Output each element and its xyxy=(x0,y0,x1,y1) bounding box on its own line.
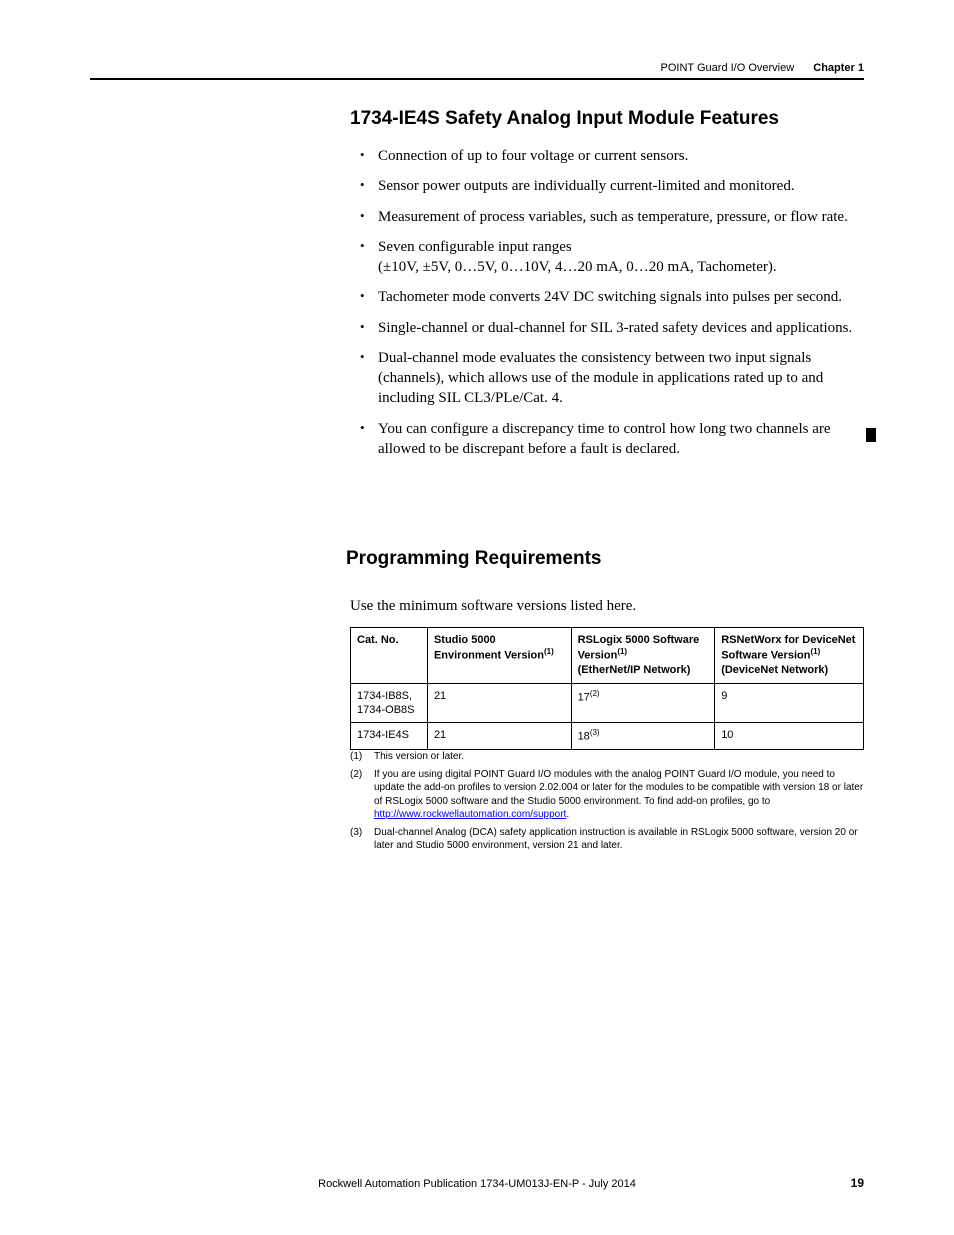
col-sup: (1) xyxy=(810,647,820,656)
footnote-text: This version or later. xyxy=(374,750,864,764)
col-header-cat: Cat. No. xyxy=(351,628,428,684)
cell-val: 17 xyxy=(578,691,590,703)
programming-intro: Use the minimum software versions listed… xyxy=(350,598,636,615)
table-row: 1734-IE4S 21 18(3) 10 xyxy=(351,723,864,750)
footnote: (2) If you are using digital POINT Guard… xyxy=(350,768,864,822)
table-header-row: Cat. No. Studio 5000 Environment Version… xyxy=(351,628,864,684)
feature-item: Sensor power outputs are individually cu… xyxy=(378,176,864,196)
section-features: 1734-IE4S Safety Analog Input Module Fea… xyxy=(350,108,864,469)
footnote-num: (3) xyxy=(350,826,374,853)
feature-item: Tachometer mode converts 24V DC switchin… xyxy=(378,287,864,307)
col-label: RSNetWorx for DeviceNet Software Version xyxy=(721,634,855,662)
cell-cat: 1734-IB8S, 1734-OB8S xyxy=(351,683,428,723)
cell-cat: 1734-IE4S xyxy=(351,723,428,750)
feature-item: Seven configurable input ranges(±10V, ±5… xyxy=(378,237,864,278)
footnote-pre: If you are using digital POINT Guard I/O… xyxy=(374,769,863,807)
features-title: 1734-IE4S Safety Analog Input Module Fea… xyxy=(350,108,864,130)
feature-text: Seven configurable input ranges(±10V, ±5… xyxy=(378,239,777,275)
features-list: Connection of up to four voltage or curr… xyxy=(350,146,864,459)
col-label: Studio 5000 Environment Version xyxy=(434,634,544,662)
requirements-table: Cat. No. Studio 5000 Environment Version… xyxy=(350,627,864,750)
col-label: Cat. No. xyxy=(357,634,399,646)
requirements-table-wrap: Cat. No. Studio 5000 Environment Version… xyxy=(350,627,864,750)
col-label: RSLogix 5000 Software Version xyxy=(578,634,700,662)
footnote-num: (2) xyxy=(350,768,374,822)
cell-studio: 21 xyxy=(427,683,571,723)
col-sub: (EtherNet/IP Network) xyxy=(578,664,691,676)
footnote: (3) Dual-channel Analog (DCA) safety app… xyxy=(350,826,864,853)
page-number: 19 xyxy=(851,1176,864,1190)
change-bar xyxy=(866,428,876,442)
footnote: (1) This version or later. xyxy=(350,750,864,764)
feature-item: Measurement of process variables, such a… xyxy=(378,207,864,227)
col-header-studio: Studio 5000 Environment Version(1) xyxy=(427,628,571,684)
footnote-post: . xyxy=(566,809,569,820)
col-header-rslogix: RSLogix 5000 Software Version(1) (EtherNe… xyxy=(571,628,715,684)
feature-item: Dual-channel mode evaluates the consiste… xyxy=(378,348,864,409)
page-header: POINT Guard I/O Overview Chapter 1 xyxy=(90,62,864,80)
feature-item: Single-channel or dual-channel for SIL 3… xyxy=(378,318,864,338)
cell-rslogix: 17(2) xyxy=(571,683,715,723)
header-chapter: Chapter 1 xyxy=(813,62,864,74)
cell-val: 18 xyxy=(578,731,590,743)
footnote-text: Dual-channel Analog (DCA) safety applica… xyxy=(374,826,864,853)
cell-rsnet: 9 xyxy=(715,683,864,723)
cell-rsnet: 10 xyxy=(715,723,864,750)
col-sup: (1) xyxy=(617,647,627,656)
feature-item: Connection of up to four voltage or curr… xyxy=(378,146,864,166)
footnote-text: If you are using digital POINT Guard I/O… xyxy=(374,768,864,822)
footnote-num: (1) xyxy=(350,750,374,764)
table-row: 1734-IB8S, 1734-OB8S 21 17(2) 9 xyxy=(351,683,864,723)
footnote-link[interactable]: http://www.rockwellautomation.com/suppor… xyxy=(374,809,566,820)
col-sub: (DeviceNet Network) xyxy=(721,664,828,676)
cell-sup: (2) xyxy=(590,689,600,698)
cell-rslogix: 18(3) xyxy=(571,723,715,750)
col-header-rsnet: RSNetWorx for DeviceNet Software Version… xyxy=(715,628,864,684)
cell-studio: 21 xyxy=(427,723,571,750)
programming-title: Programming Requirements xyxy=(346,548,602,570)
footnotes: (1) This version or later. (2) If you ar… xyxy=(350,750,864,857)
cell-sup: (3) xyxy=(590,728,600,737)
header-section: POINT Guard I/O Overview xyxy=(661,62,795,74)
feature-item: You can configure a discrepancy time to … xyxy=(378,419,864,460)
page-footer: Rockwell Automation Publication 1734-UM0… xyxy=(90,1178,864,1190)
col-sup: (1) xyxy=(544,647,554,656)
